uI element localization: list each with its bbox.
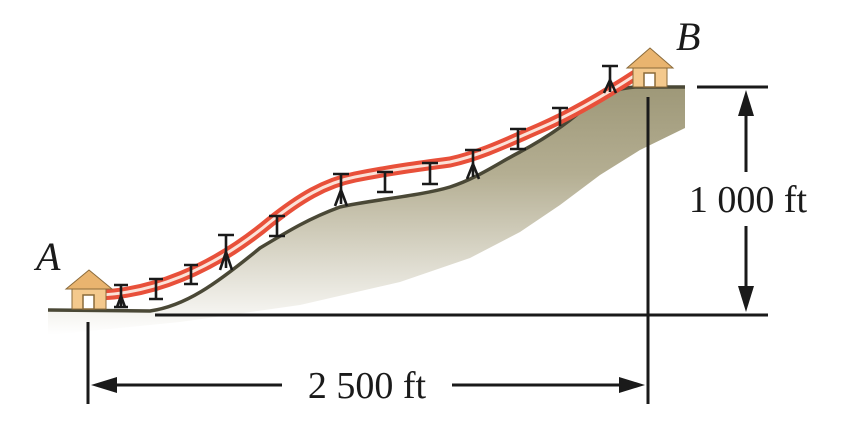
tower-icon bbox=[602, 64, 618, 94]
tower-icon bbox=[510, 127, 526, 151]
tower-icon bbox=[269, 214, 285, 238]
tower-icon bbox=[552, 106, 568, 126]
arrowhead-icon bbox=[738, 90, 754, 116]
point-a-label: A bbox=[33, 234, 61, 279]
tower-icon bbox=[422, 161, 438, 186]
tower-icon bbox=[377, 170, 393, 194]
house-icon bbox=[625, 47, 675, 88]
tower-icon bbox=[184, 263, 198, 286]
arrowhead-icon bbox=[619, 377, 645, 393]
tower-icon bbox=[114, 283, 128, 309]
power-cable-core bbox=[98, 70, 642, 297]
arrowhead-icon bbox=[91, 377, 117, 393]
hillside-terrain bbox=[48, 87, 685, 335]
arrowhead-icon bbox=[738, 286, 754, 312]
reference-lines bbox=[86, 85, 768, 404]
tower-icon bbox=[149, 277, 163, 301]
horizontal-distance-label: 2 500 ft bbox=[308, 365, 427, 407]
point-b-label: B bbox=[676, 14, 700, 59]
house-icon bbox=[64, 269, 114, 310]
tower-icon bbox=[465, 148, 481, 180]
vertical-height-label: 1 000 ft bbox=[689, 179, 808, 221]
tower-icon bbox=[218, 233, 234, 271]
tower-icon bbox=[333, 172, 349, 207]
